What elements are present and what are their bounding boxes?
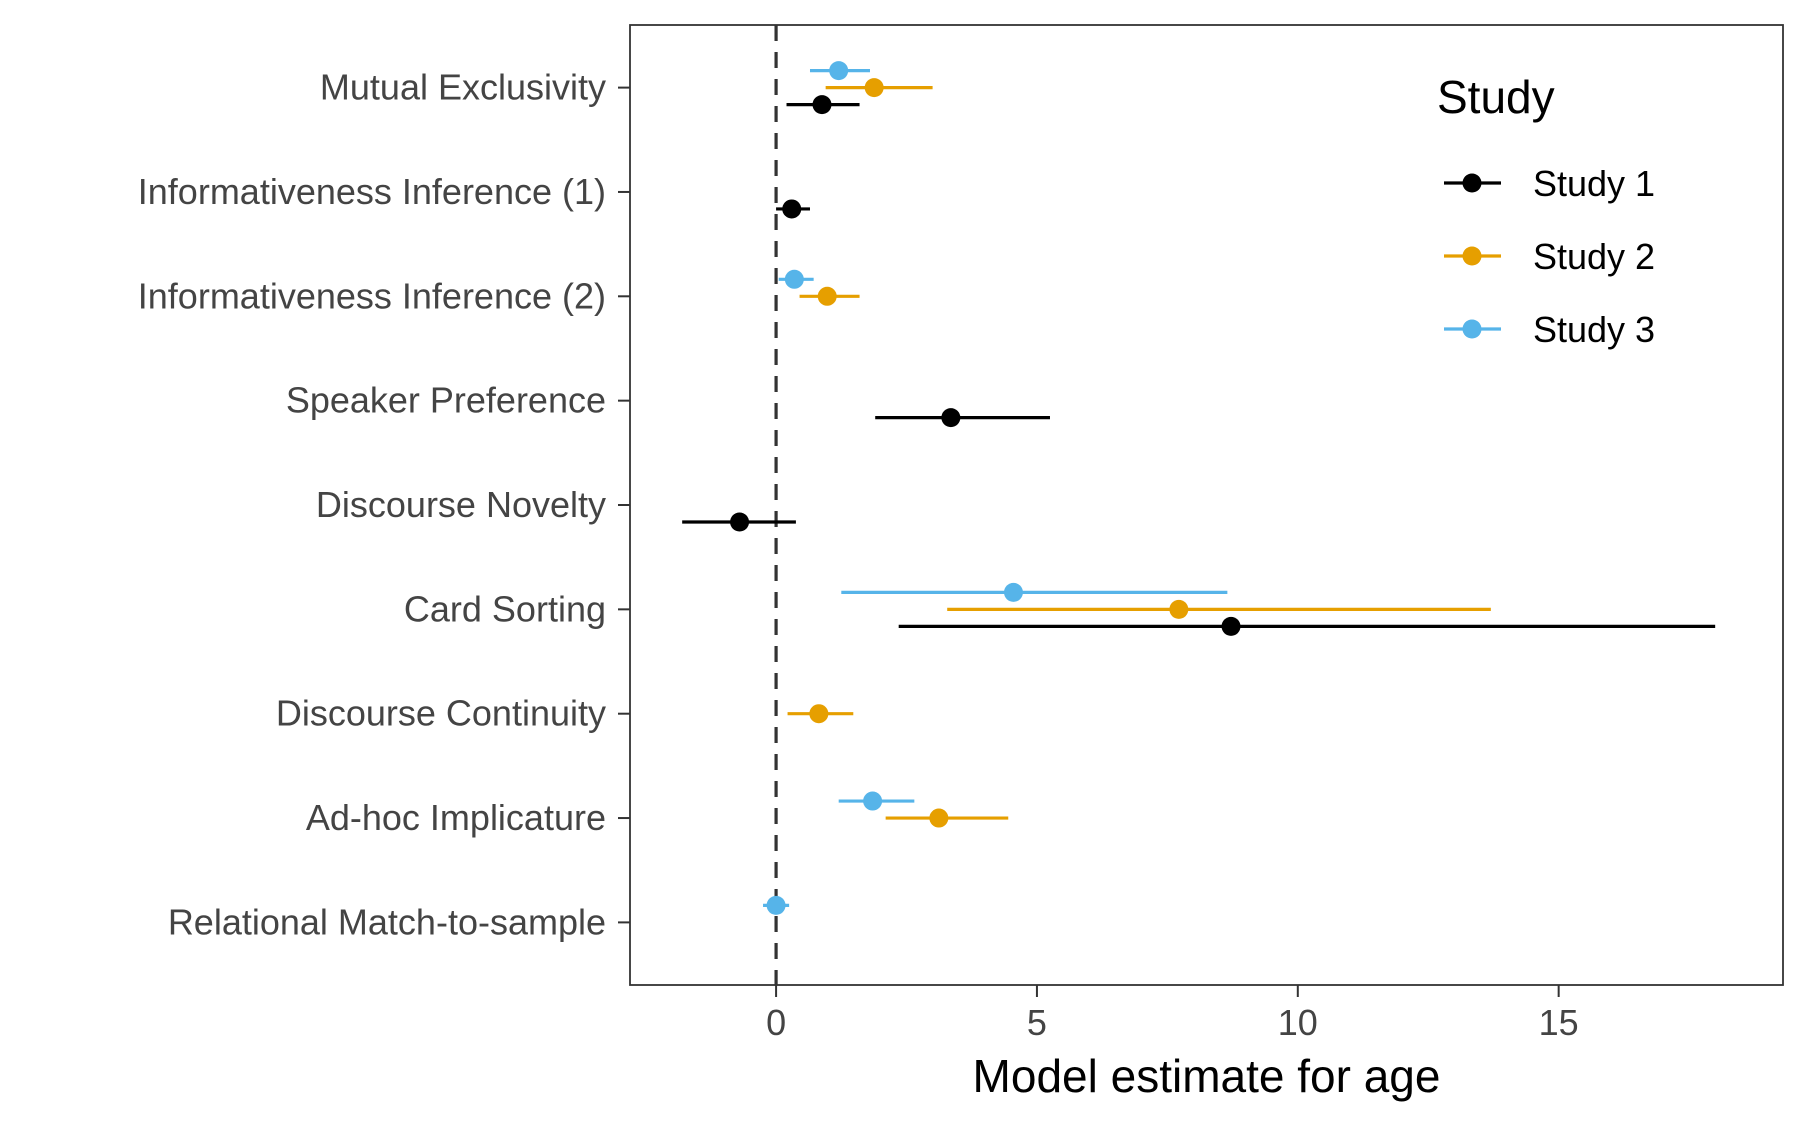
point-study-1-card-sorting	[1221, 616, 1241, 636]
x-axis: 0 5 10 15	[766, 985, 1579, 1043]
point-study-2-informativeness-inference-2	[817, 286, 837, 306]
y-tick-label-discourse-novelty: Discourse Novelty	[316, 484, 606, 525]
series-study-1	[682, 95, 1716, 636]
y-tick-label-card-sorting: Card Sorting	[404, 588, 606, 629]
point-study-3-relational-match-to-sample	[766, 895, 786, 915]
point-study-2-ad-hoc-implicature	[929, 808, 949, 828]
y-tick-label-speaker-preference: Speaker Preference	[286, 380, 606, 421]
legend: Study Study 1 Study 2 Study 3	[1437, 71, 1655, 350]
point-study-3-ad-hoc-implicature	[863, 791, 883, 811]
legend-key-point-study-2	[1462, 246, 1482, 266]
y-tick-label-relational-match-to-sample: Relational Match-to-sample	[168, 901, 606, 942]
y-tick-label-discourse-continuity: Discourse Continuity	[276, 693, 606, 734]
x-tick-label-15: 15	[1539, 1002, 1579, 1043]
legend-title: Study	[1437, 71, 1555, 123]
x-axis-title: Model estimate for age	[973, 1050, 1441, 1102]
legend-key-study-3	[1444, 319, 1501, 339]
legend-label-study-2: Study 2	[1533, 236, 1655, 277]
point-study-2-mutual-exclusivity	[864, 78, 884, 98]
y-tick-label-ad-hoc-implicature: Ad-hoc Implicature	[306, 797, 606, 838]
point-study-3-card-sorting	[1003, 582, 1023, 602]
y-tick-label-informativeness-inference-2: Informativeness Inference (2)	[138, 275, 606, 316]
y-axis: Mutual Exclusivity Informativeness Infere…	[138, 67, 630, 942]
legend-label-study-1: Study 1	[1533, 163, 1655, 204]
point-study-1-informativeness-inference-1	[782, 199, 802, 219]
legend-key-point-study-1	[1462, 173, 1482, 193]
series-study-2	[787, 78, 1491, 828]
point-study-1-mutual-exclusivity	[812, 95, 832, 115]
point-study-1-discourse-novelty	[730, 512, 750, 532]
data-marks	[682, 61, 1716, 915]
y-tick-label-mutual-exclusivity: Mutual Exclusivity	[320, 67, 606, 108]
point-study-3-informativeness-inference-2	[784, 269, 804, 289]
legend-label-study-3: Study 3	[1533, 309, 1655, 350]
legend-key-study-1	[1444, 173, 1501, 193]
legend-key-study-2	[1444, 246, 1501, 266]
x-tick-label-5: 5	[1027, 1002, 1047, 1043]
series-study-3	[763, 61, 1228, 915]
y-tick-label-informativeness-inference-1: Informativeness Inference (1)	[138, 171, 606, 212]
point-study-3-mutual-exclusivity	[829, 61, 849, 81]
point-study-2-discourse-continuity	[809, 704, 829, 724]
point-study-1-speaker-preference	[941, 408, 961, 428]
point-study-2-card-sorting	[1169, 599, 1189, 619]
legend-key-point-study-3	[1462, 319, 1482, 339]
x-tick-label-10: 10	[1278, 1002, 1318, 1043]
x-tick-label-0: 0	[766, 1002, 786, 1043]
